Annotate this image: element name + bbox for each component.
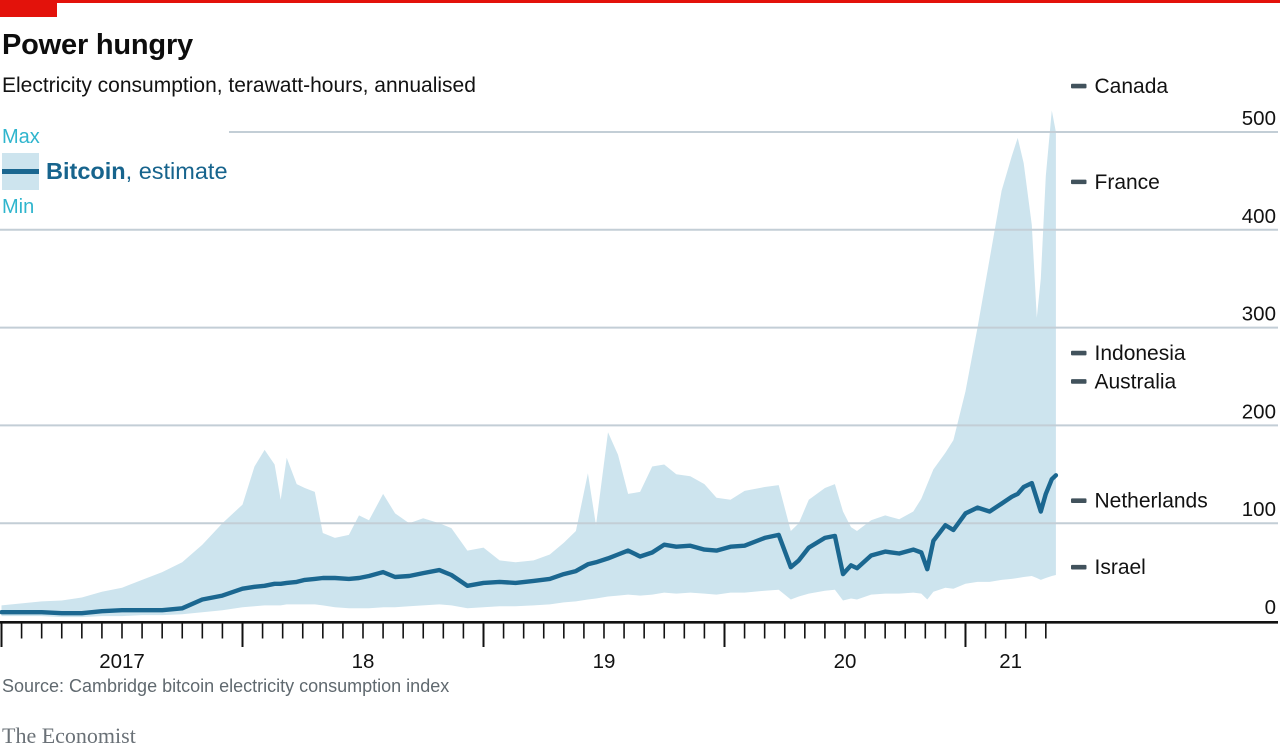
country-dash-netherlands (1071, 498, 1087, 504)
page-title: Power hungry (2, 29, 193, 61)
country-label-canada: Canada (1095, 75, 1169, 98)
legend-series-label: Bitcoin, estimate (46, 158, 228, 185)
country-label-indonesia: Indonesia (1095, 342, 1186, 365)
y-tick-label-500: 500 (1242, 107, 1276, 130)
country-label-israel: Israel (1095, 556, 1146, 579)
legend-min-label: Min (2, 196, 35, 218)
legend-max-label: Max (2, 126, 40, 148)
economist-wordmark: The Economist (2, 723, 136, 748)
country-dash-israel (1071, 564, 1087, 570)
country-dash-indonesia (1071, 350, 1087, 356)
x-year-label: 20 (834, 650, 857, 673)
top-red-rule (0, 0, 1280, 3)
y-tick-label-100: 100 (1242, 498, 1276, 521)
legend-series-note: , estimate (125, 158, 228, 184)
country-label-france: France (1095, 171, 1160, 194)
economist-red-tab (0, 0, 57, 17)
bitcoin-estimate-line (0, 473, 1059, 616)
y-tick-label-200: 200 (1242, 400, 1276, 423)
min-max-band (1, 110, 1056, 618)
country-dash-france (1071, 179, 1087, 185)
legend-band-swatch (2, 153, 39, 190)
chart-subtitle: Electricity consumption, terawatt-hours,… (2, 74, 476, 97)
x-year-label: 19 (593, 650, 616, 673)
country-dash-australia (1071, 379, 1087, 384)
y-tick-label-300: 300 (1242, 303, 1276, 326)
country-dash-canada (1071, 83, 1087, 89)
x-year-label: 2017 (99, 650, 145, 673)
y-tick-label-400: 400 (1242, 205, 1276, 228)
y-tick-label-0: 0 (1265, 596, 1276, 619)
legend-series-name: Bitcoin (46, 158, 126, 184)
legend-line-swatch (2, 169, 39, 174)
x-year-label: 21 (999, 650, 1022, 673)
source-note: Source: Cambridge bitcoin electricity co… (2, 676, 450, 696)
country-label-australia: Australia (1095, 370, 1177, 393)
country-label-netherlands: Netherlands (1095, 490, 1208, 513)
x-year-label: 18 (352, 650, 375, 673)
